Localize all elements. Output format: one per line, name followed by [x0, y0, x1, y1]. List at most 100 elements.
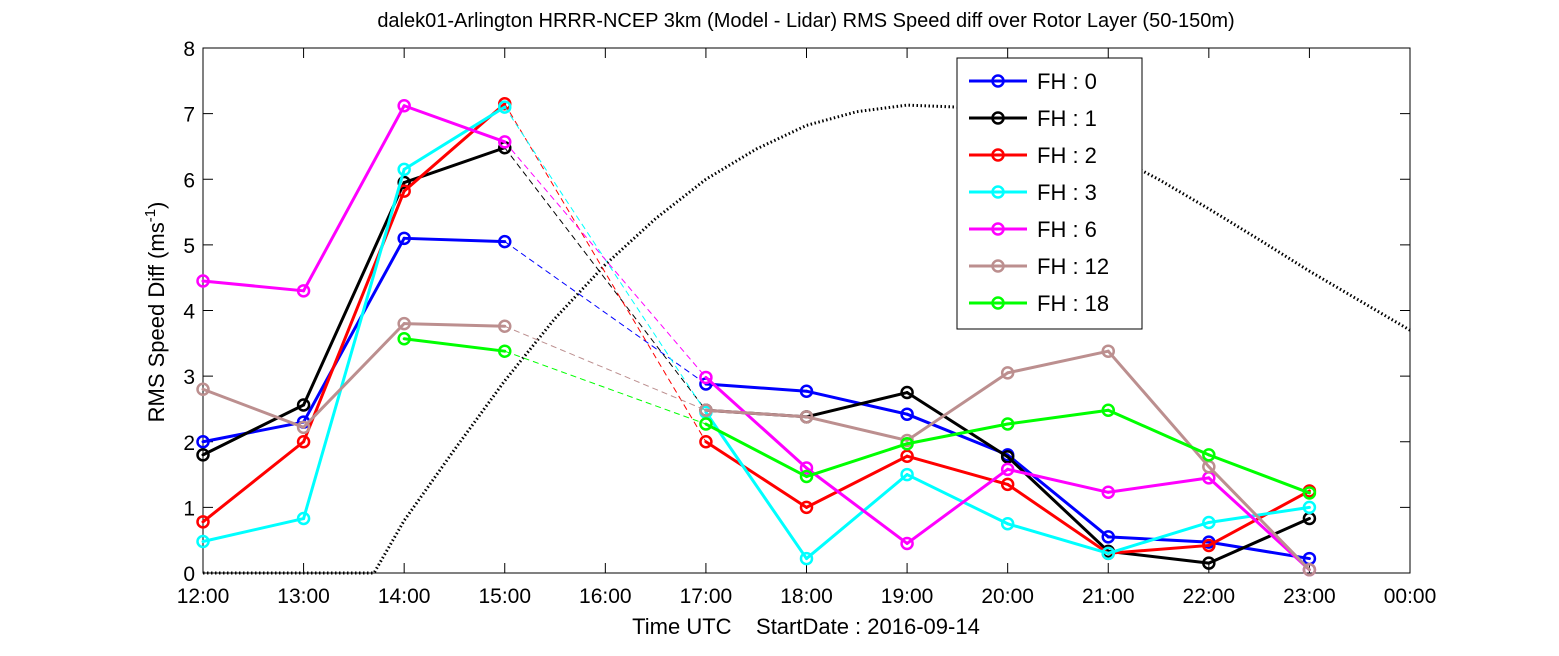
series-line-segment — [1106, 476, 1211, 494]
data-point — [296, 398, 311, 412]
data-point — [699, 435, 713, 449]
legend-swatch-marker — [991, 148, 1005, 162]
data-point — [1101, 485, 1115, 500]
series-line-segment — [805, 473, 909, 561]
series-line-segment — [704, 422, 808, 479]
data-point — [799, 551, 814, 566]
data-point — [1101, 344, 1115, 358]
series-line-segment — [704, 410, 808, 561]
legend-label: FH : 18 — [1037, 291, 1109, 316]
data-point — [1000, 462, 1015, 477]
y-tick-label: 4 — [183, 301, 195, 324]
dotted-curve-layer — [203, 103, 1411, 575]
data-point — [1101, 403, 1115, 417]
data-point — [900, 385, 914, 400]
data-point — [900, 436, 914, 451]
y-axis-title-superscript: -1 — [142, 209, 159, 222]
series-line-segment — [1006, 408, 1110, 426]
data-point — [196, 382, 210, 396]
series-line-segment — [905, 454, 1010, 486]
series-line-segment — [905, 422, 1010, 446]
data-point — [498, 344, 512, 358]
series-line-segment — [201, 279, 306, 293]
legend-swatch-marker — [991, 259, 1005, 273]
legend-swatch-marker — [991, 296, 1005, 310]
data-point — [498, 135, 512, 149]
series-line-segment — [201, 403, 306, 457]
data-point — [196, 515, 210, 529]
data-point — [1202, 515, 1216, 530]
legend-item: FH : 18 — [969, 291, 1109, 316]
legend-item: FH : 0 — [969, 69, 1097, 94]
series-gap-segment — [504, 241, 707, 385]
legend-item: FH : 1 — [969, 106, 1097, 131]
data-point — [397, 162, 411, 177]
data-point — [296, 511, 311, 526]
series-gap-segment — [504, 141, 707, 378]
series-3 — [196, 97, 1317, 561]
data-point — [1302, 562, 1317, 577]
data-point — [900, 407, 914, 421]
series-6 — [196, 316, 1317, 577]
series-7 — [397, 331, 1317, 500]
data-point — [900, 536, 914, 551]
series-line-segment — [1106, 520, 1211, 555]
data-point — [397, 331, 411, 346]
series-line-segment — [402, 236, 507, 244]
legend-item: FH : 2 — [969, 143, 1097, 168]
series-line-segment — [1006, 482, 1110, 555]
data-point — [296, 420, 311, 435]
series-line-segment — [302, 167, 406, 521]
data-point — [900, 467, 914, 482]
series-2 — [196, 141, 1317, 570]
series-line-segment — [704, 408, 808, 419]
y-tick-label: 1 — [183, 497, 195, 520]
series-line-segment — [805, 466, 909, 545]
series-line-segment — [201, 517, 306, 543]
data-point — [296, 435, 311, 449]
data-point — [397, 99, 411, 113]
series-5 — [196, 99, 1317, 577]
data-point — [799, 461, 814, 475]
data-point — [900, 449, 914, 463]
series-line-segment — [704, 440, 808, 509]
series-line-segment — [302, 236, 406, 424]
series-line-segment — [201, 387, 306, 429]
y-tick-label: 0 — [183, 563, 195, 586]
legend-item: FH : 6 — [969, 217, 1097, 242]
legend-label: FH : 6 — [1037, 217, 1097, 242]
legend-swatch-marker — [991, 222, 1005, 236]
data-point — [397, 316, 411, 331]
x-tick-label: 00:00 — [1384, 585, 1437, 608]
x-tick-label: 12:00 — [177, 585, 230, 608]
series-gap-segment — [504, 103, 707, 443]
x-tick-label: 22:00 — [1183, 585, 1236, 608]
series-line-segment — [1106, 408, 1211, 457]
x-tick-label: 19:00 — [881, 585, 934, 608]
y-tick-label: 5 — [183, 235, 195, 258]
series-line-segment — [805, 442, 909, 479]
data-point — [799, 500, 814, 515]
series-layer — [196, 97, 1317, 577]
data-point — [1202, 538, 1216, 553]
x-tick-label: 21:00 — [1082, 585, 1135, 608]
series-line-segment — [1207, 453, 1311, 495]
y-tick-label: 2 — [183, 432, 195, 455]
data-point — [799, 469, 814, 484]
data-point — [699, 370, 713, 385]
data-point — [196, 534, 210, 549]
data-point — [196, 435, 210, 449]
series-line-segment — [905, 467, 1010, 545]
x-tick-label: 18:00 — [780, 585, 833, 608]
x-tick-label: 20:00 — [981, 585, 1034, 608]
legend-swatch-marker — [991, 185, 1005, 199]
series-line-segment — [1006, 467, 1110, 494]
series-line-segment — [805, 391, 909, 419]
legend-label: FH : 12 — [1037, 254, 1109, 279]
series-line-segment — [905, 391, 1010, 459]
series-line-segment — [805, 389, 909, 416]
y-tick-label: 8 — [183, 38, 195, 61]
data-point — [1000, 417, 1015, 431]
data-point — [1302, 500, 1317, 515]
data-point — [196, 274, 210, 288]
